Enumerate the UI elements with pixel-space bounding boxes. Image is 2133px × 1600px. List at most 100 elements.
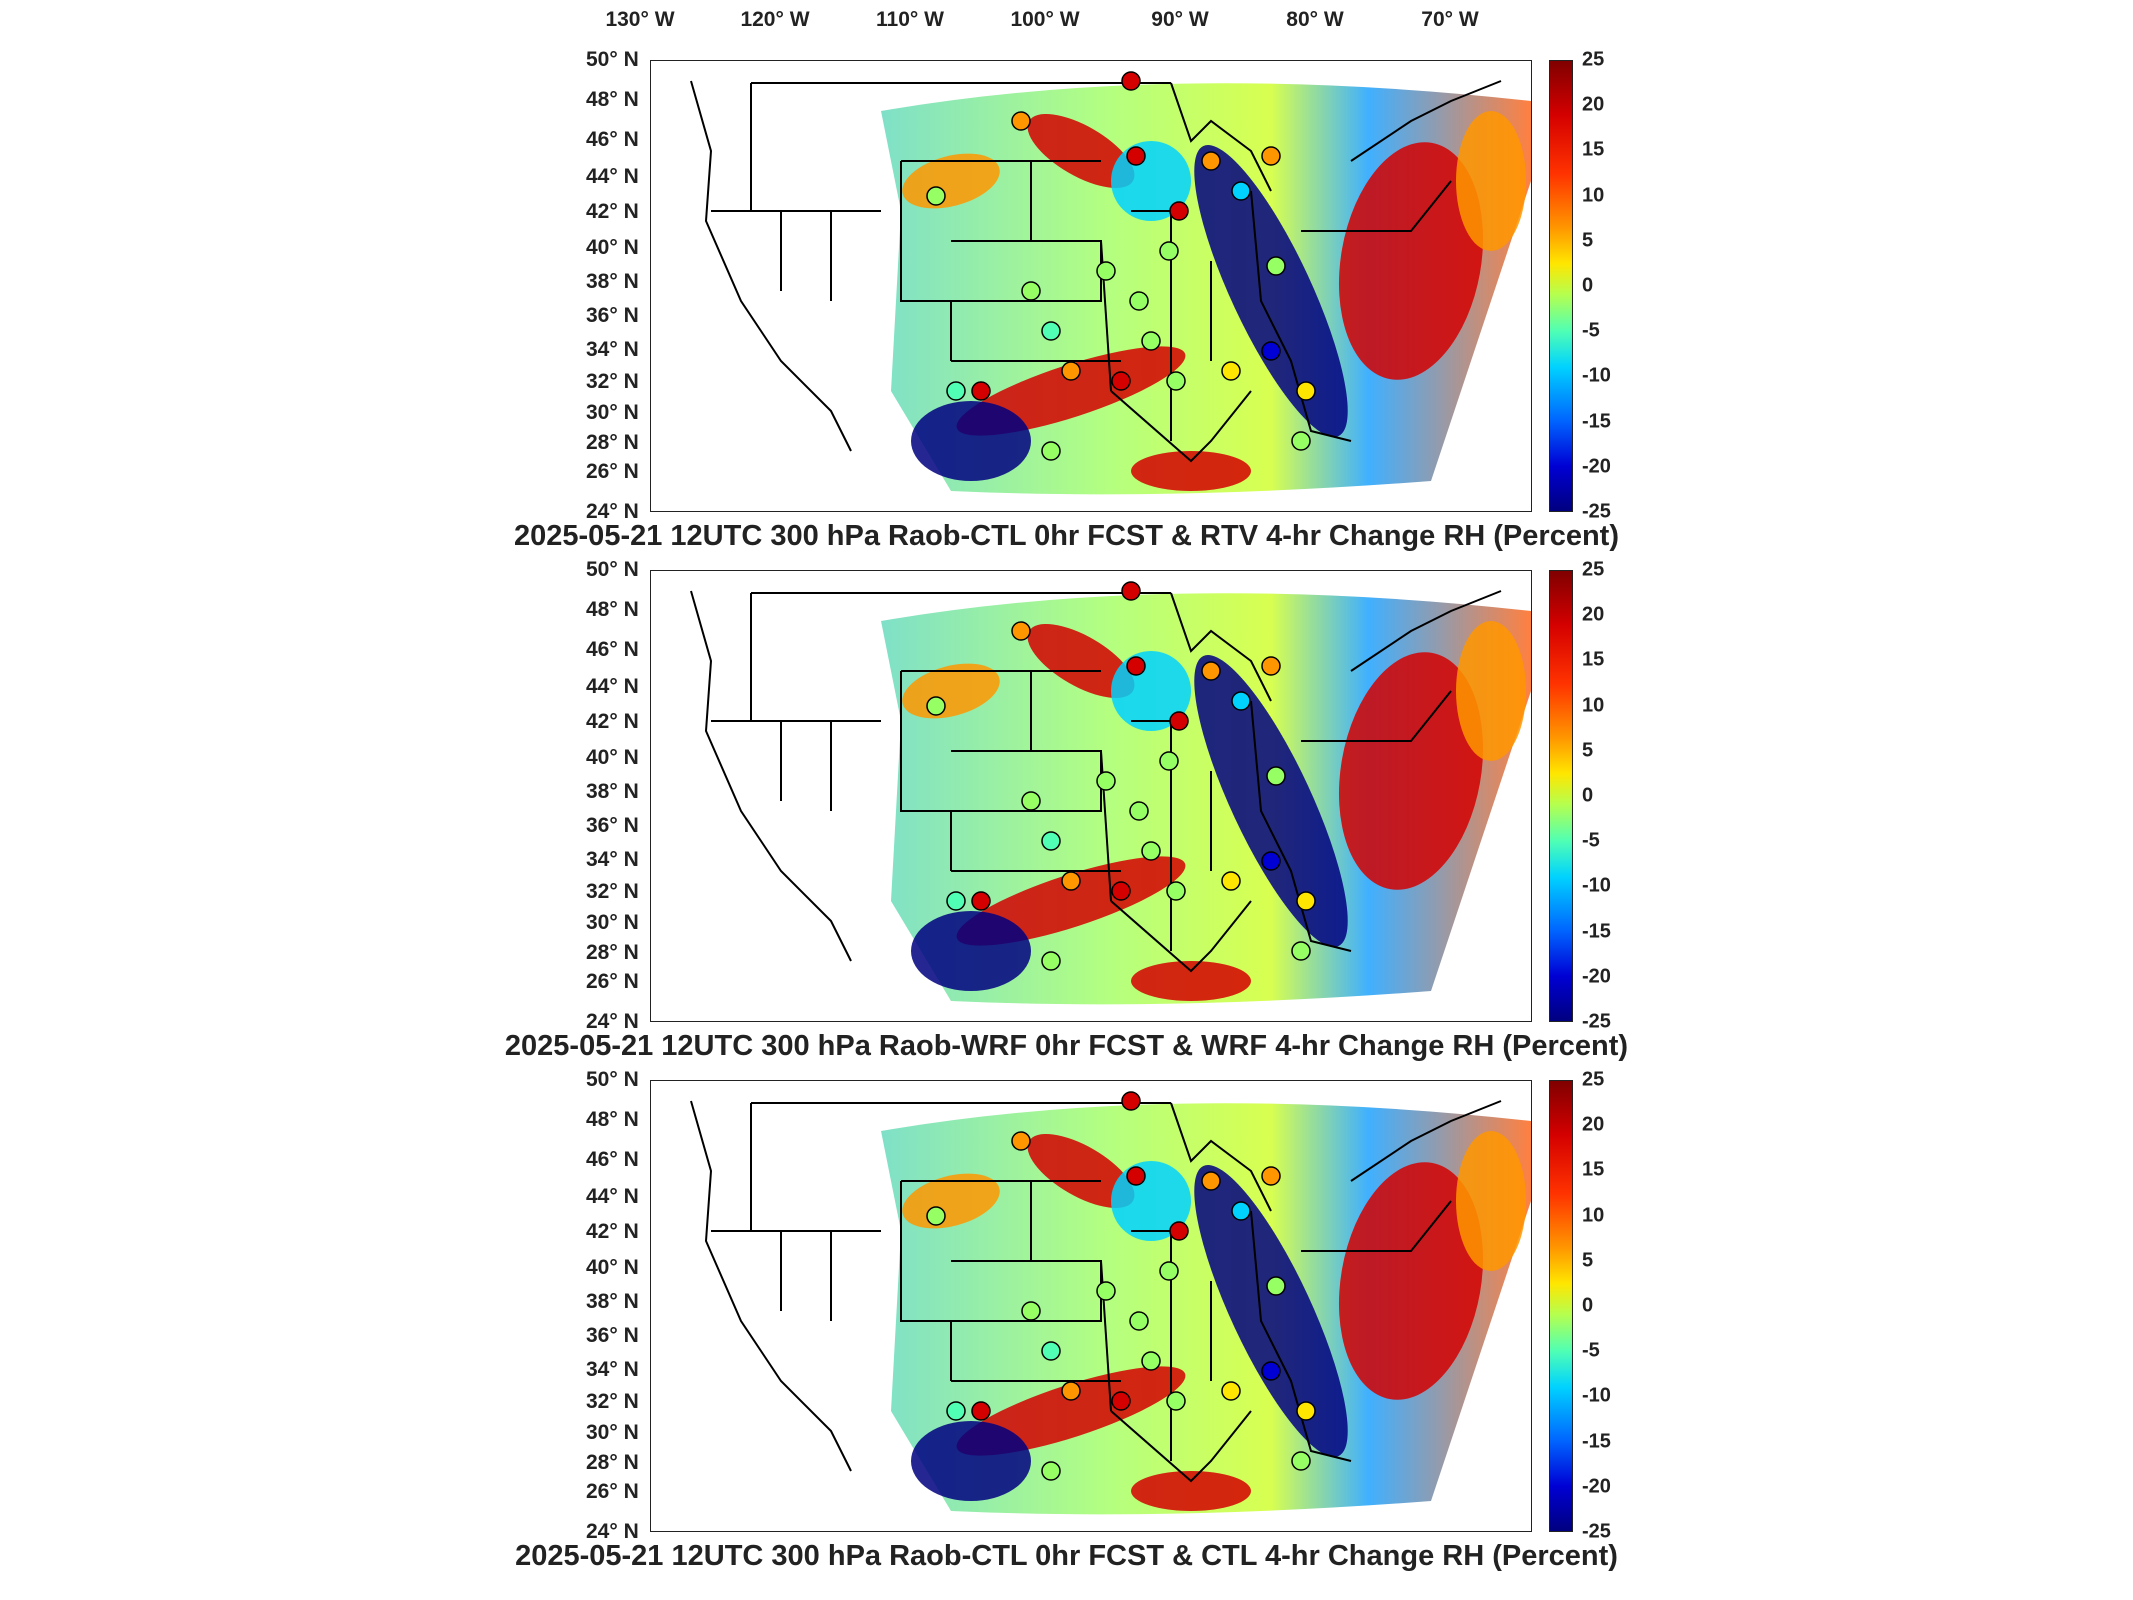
lon-tick-label: 70° W xyxy=(1421,8,1479,31)
raob-station-marker xyxy=(1296,891,1316,911)
lat-tick-label: 38° N xyxy=(586,270,639,293)
raob-station-marker xyxy=(1261,146,1281,166)
colorbar-tick-label: 25 xyxy=(1582,558,1605,581)
colorbar-tick-label: -5 xyxy=(1582,319,1600,342)
raob-station-marker xyxy=(946,891,966,911)
raob-station-marker xyxy=(1201,151,1221,171)
lat-tick-label: 42° N xyxy=(586,1220,639,1243)
lat-tick-label: 32° N xyxy=(586,880,639,903)
raob-station-marker xyxy=(946,1401,966,1421)
lat-tick-label: 32° N xyxy=(586,1390,639,1413)
rh-anomaly-region xyxy=(1338,1162,1484,1400)
panel-title: 2025-05-21 12UTC 300 hPa Raob-WRF 0hr FC… xyxy=(504,1030,1629,1062)
rh-anomaly-region xyxy=(911,911,1031,991)
raob-station-marker xyxy=(1296,1401,1316,1421)
lat-tick-label: 46° N xyxy=(586,638,639,661)
raob-station-marker xyxy=(1261,1166,1281,1186)
lat-tick-label: 36° N xyxy=(586,1324,639,1347)
raob-station-marker xyxy=(1061,1381,1081,1401)
colorbar-tick-label: 10 xyxy=(1582,184,1605,207)
rh-change-map xyxy=(650,60,1532,512)
raob-station-marker xyxy=(1129,1311,1149,1331)
colorbar xyxy=(1549,570,1573,1022)
lat-tick-label: 24° N xyxy=(586,1520,639,1543)
raob-station-marker xyxy=(1141,331,1161,351)
lat-tick-label: 44° N xyxy=(586,165,639,188)
lat-tick-label: 42° N xyxy=(586,710,639,733)
colorbar-tick-label: 5 xyxy=(1582,1249,1594,1272)
raob-station-marker xyxy=(1041,1461,1061,1481)
lat-tick-label: 24° N xyxy=(586,500,639,523)
lat-tick-label: 48° N xyxy=(586,88,639,111)
rh-anomaly-region xyxy=(1131,451,1251,491)
raob-station-marker xyxy=(926,186,946,206)
lat-tick-label: 34° N xyxy=(586,848,639,871)
raob-station-marker xyxy=(1121,1091,1141,1111)
raob-station-marker xyxy=(1121,71,1141,91)
raob-station-marker xyxy=(1126,1166,1146,1186)
lat-tick-label: 36° N xyxy=(586,304,639,327)
lat-tick-label: 24° N xyxy=(586,1010,639,1033)
lat-tick-label: 50° N xyxy=(586,48,639,71)
raob-station-marker xyxy=(1011,111,1031,131)
raob-station-marker xyxy=(1041,1341,1061,1361)
raob-station-marker xyxy=(971,891,991,911)
raob-station-marker xyxy=(1221,361,1241,381)
raob-station-marker xyxy=(926,696,946,716)
raob-station-marker xyxy=(1169,711,1189,731)
lat-tick-label: 26° N xyxy=(586,460,639,483)
raob-station-marker xyxy=(1221,1381,1241,1401)
lat-tick-label: 36° N xyxy=(586,814,639,837)
raob-station-marker xyxy=(1096,1281,1116,1301)
lat-tick-label: 28° N xyxy=(586,431,639,454)
rh-anomaly-region xyxy=(911,401,1031,481)
raob-station-marker xyxy=(1166,1391,1186,1411)
raob-station-marker xyxy=(1166,371,1186,391)
state-boundaries xyxy=(690,80,1502,463)
raob-station-marker xyxy=(1266,1276,1286,1296)
raob-station-marker xyxy=(1111,371,1131,391)
raob-station-marker xyxy=(1159,241,1179,261)
colorbar-tick-label: 20 xyxy=(1582,93,1605,116)
lat-tick-label: 50° N xyxy=(586,1068,639,1091)
colorbar-tick-label: -10 xyxy=(1582,874,1611,897)
raob-station-marker xyxy=(1141,1351,1161,1371)
rh-change-map xyxy=(650,1080,1532,1532)
colorbar-tick-label: -25 xyxy=(1582,500,1611,523)
raob-station-marker xyxy=(1291,431,1311,451)
lat-tick-label: 48° N xyxy=(586,598,639,621)
raob-station-marker xyxy=(1041,951,1061,971)
colorbar-tick-label: 20 xyxy=(1582,603,1605,626)
rh-anomaly-region xyxy=(1027,1134,1135,1208)
colorbar-tick-label: -10 xyxy=(1582,1384,1611,1407)
raob-station-marker xyxy=(1061,871,1081,891)
colorbar-tick-label: 25 xyxy=(1582,48,1605,71)
colorbar-tick-label: -10 xyxy=(1582,364,1611,387)
colorbar xyxy=(1549,60,1573,512)
raob-station-marker xyxy=(1261,851,1281,871)
raob-station-marker xyxy=(1141,841,1161,861)
raob-station-marker xyxy=(1041,831,1061,851)
rh-anomaly-region xyxy=(1456,1131,1526,1271)
lat-tick-label: 40° N xyxy=(586,746,639,769)
raob-station-marker xyxy=(1291,1451,1311,1471)
colorbar-tick-label: 15 xyxy=(1582,648,1605,671)
colorbar-tick-label: -25 xyxy=(1582,1010,1611,1033)
raob-station-marker xyxy=(1111,881,1131,901)
raob-station-marker xyxy=(1221,871,1241,891)
rh-anomaly-region xyxy=(1194,145,1348,437)
raob-station-marker xyxy=(926,1206,946,1226)
colorbar-tick-label: -5 xyxy=(1582,1339,1600,1362)
colorbar-tick-label: 20 xyxy=(1582,1113,1605,1136)
lon-tick-label: 110° W xyxy=(876,8,944,31)
colorbar-tick-label: 0 xyxy=(1582,274,1594,297)
colorbar-tick-label: -20 xyxy=(1582,455,1611,478)
colorbar-tick-label: 5 xyxy=(1582,739,1594,762)
colorbar-tick-label: -20 xyxy=(1582,1475,1611,1498)
raob-station-marker xyxy=(1129,291,1149,311)
raob-station-marker xyxy=(1231,181,1251,201)
raob-station-marker xyxy=(1021,1301,1041,1321)
lat-tick-label: 44° N xyxy=(586,675,639,698)
raob-station-marker xyxy=(1166,881,1186,901)
colorbar-tick-label: -5 xyxy=(1582,829,1600,852)
